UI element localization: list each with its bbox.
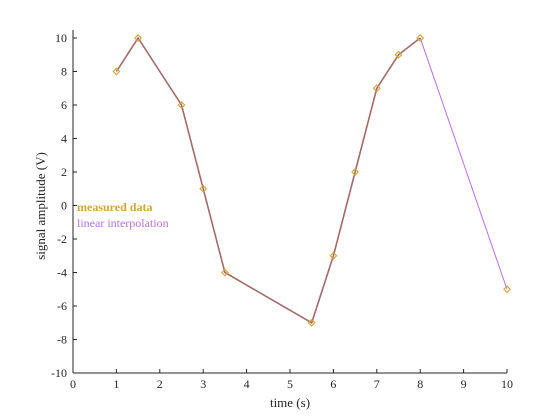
y-axis-title: signal amplitude (V) xyxy=(33,152,48,260)
x-tick-label: 6 xyxy=(330,377,336,391)
y-tick-label: 8 xyxy=(61,65,67,79)
data-point-marker xyxy=(329,251,338,260)
data-point-marker xyxy=(503,285,511,294)
data-point-marker xyxy=(199,184,208,193)
series-line-measured-trace xyxy=(115,36,421,324)
data-point-marker xyxy=(220,268,229,277)
x-axis-title: time (s) xyxy=(270,395,310,410)
data-point-marker xyxy=(307,318,316,327)
x-tick-label: 1 xyxy=(113,377,119,391)
y-tick-label: -2 xyxy=(57,232,67,246)
y-tick-label: -8 xyxy=(57,333,67,347)
x-tick-label: 7 xyxy=(374,377,380,391)
x-tick-label: 0 xyxy=(70,377,76,391)
x-tick-label: 8 xyxy=(417,377,423,391)
y-tick-label: -6 xyxy=(57,299,67,313)
data-point-marker xyxy=(416,34,425,42)
y-tick-label: -10 xyxy=(51,366,67,380)
axes: 0 1 2 3 4 5 6 7 8 9 10 -10 -8 -6 -4 -2 0 2 4 6 8 10 xyxy=(51,30,513,391)
y-tick-label: 4 xyxy=(61,132,67,146)
data-point-marker xyxy=(372,84,381,93)
x-tick-label: 3 xyxy=(200,377,206,391)
x-tick-label: 5 xyxy=(287,377,293,391)
legend: measured data linear interpolation xyxy=(77,200,169,230)
y-tick-label: 0 xyxy=(61,199,67,213)
y-tick-label: -4 xyxy=(57,266,67,280)
x-tick-label: 10 xyxy=(501,377,513,391)
y-tick-label: 6 xyxy=(61,98,67,112)
legend-entry-measured-data: measured data xyxy=(77,200,152,214)
x-tick-label: 9 xyxy=(461,377,467,391)
data-point-marker xyxy=(112,67,121,76)
legend-entry-linear-interpolation: linear interpolation xyxy=(77,216,169,230)
data-point-marker xyxy=(394,50,403,59)
y-tick-label: 10 xyxy=(55,31,67,45)
x-tick-label: 2 xyxy=(157,377,163,391)
data-point-marker xyxy=(177,101,186,109)
y-tick-label: 2 xyxy=(61,165,67,179)
x-tick-label: 4 xyxy=(244,377,250,391)
data-point-marker xyxy=(134,34,143,42)
plot-area xyxy=(112,34,511,327)
data-point-marker xyxy=(351,168,360,176)
series-line-linear-interpolation xyxy=(115,37,508,324)
